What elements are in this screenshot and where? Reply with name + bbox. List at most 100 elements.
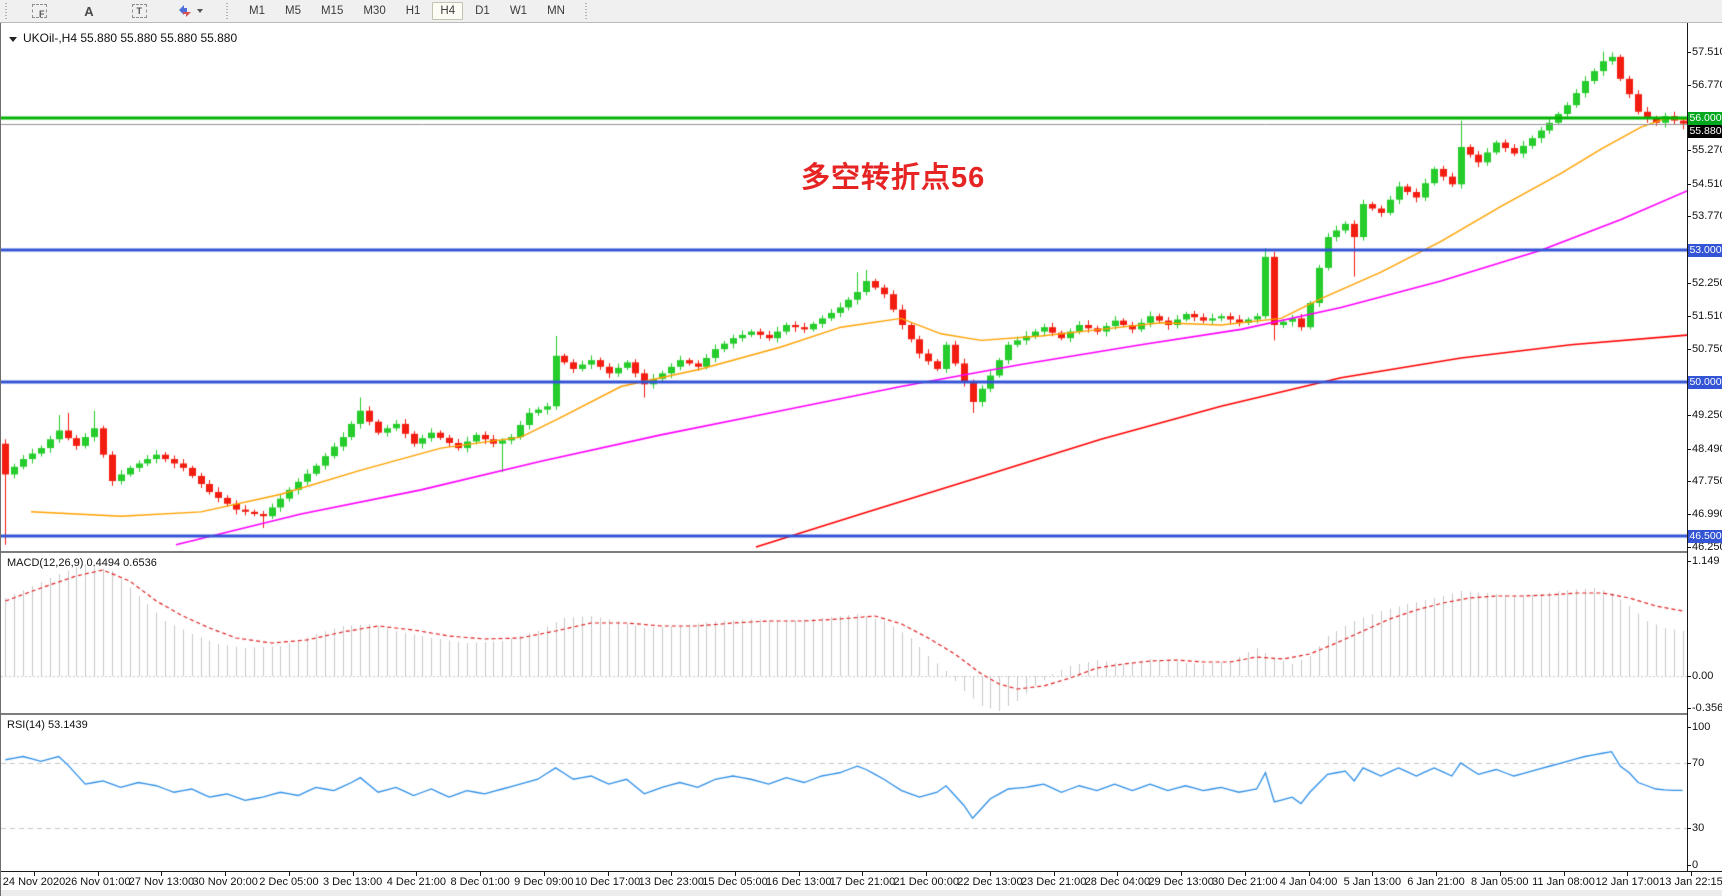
price-axis-label: 49.250 — [1692, 409, 1722, 422]
time-axis-label: 28 Dec 04:00 — [1084, 876, 1151, 888]
time-axis-label: 4 Dec 21:00 — [386, 876, 447, 888]
toolbar-grip[interactable] — [5, 3, 9, 19]
time-axis-tick — [735, 872, 736, 876]
price-axis-label: 1.149 — [1692, 555, 1720, 567]
arrows-icon — [179, 5, 191, 17]
price-axis-tick — [1687, 828, 1691, 829]
price-axis-tick — [1687, 85, 1691, 86]
time-axis-label: 5 Jan 13:00 — [1343, 876, 1402, 888]
arrow-tools-button[interactable] — [176, 1, 204, 22]
time-axis-tick — [416, 872, 417, 876]
time-axis-tick — [671, 872, 672, 876]
time-axis-tick — [544, 872, 545, 876]
symbol-dropdown-icon[interactable] — [9, 36, 17, 42]
time-axis-tick — [1181, 872, 1182, 876]
time-axis-label: 12 Jan 17:00 — [1595, 876, 1660, 888]
time-axis-tick — [799, 872, 800, 876]
price-axis-tick — [1687, 349, 1691, 350]
price-axis-tick — [1687, 184, 1691, 185]
time-axis-tick — [289, 872, 290, 876]
chart-annotation[interactable]: 多空转折点56 — [801, 162, 986, 194]
time-axis-label: 13 Dec 23:00 — [638, 876, 705, 888]
price-axis-tick — [1687, 216, 1691, 217]
price-axis-label: 57.510 — [1692, 46, 1722, 58]
price-tag-53.000: 53.000 — [1688, 243, 1722, 257]
timeframe-button-m15[interactable]: M15 — [320, 5, 344, 17]
time-axis-label: 21 Dec 00:00 — [893, 876, 959, 888]
time-axis-label: 30 Nov 20:00 — [192, 876, 258, 888]
toolbar: F A T M1 M5 M15 M30 H1 H4 D1 W1 MN — [0, 0, 1722, 23]
timeframe-button-m1[interactable]: M1 — [249, 5, 265, 17]
main-price-pane[interactable]: UKOil-,H4 55.880 55.880 55.880 55.880 多空… — [1, 24, 1687, 551]
price-axis-label: 52.250 — [1692, 277, 1722, 290]
timeframe-button-h4[interactable]: H4 — [432, 2, 464, 20]
f-tool-button[interactable]: F — [26, 1, 52, 22]
time-axis[interactable]: 24 Nov 2020 26 Nov 01:00 27 Nov 13:00 30 No… — [1, 871, 1722, 896]
price-tag-50.000: 50.000 — [1688, 375, 1722, 389]
macd-pane[interactable]: MACD(12,26,9) 0.4494 0.6536 — [1, 553, 1687, 713]
text-label-icon: A — [84, 3, 94, 19]
time-axis-tick — [926, 872, 927, 876]
price-axis-label: 50.750 — [1692, 343, 1722, 356]
price-axis-label: 46.990 — [1692, 508, 1722, 521]
price-axis-label: 30 — [1692, 822, 1705, 834]
timeframe-button-m5[interactable]: M5 — [284, 5, 301, 17]
price-axis-label: 0.00 — [1692, 670, 1714, 682]
rsi-label: RSI(14) 53.1439 — [7, 719, 88, 731]
dropdown-caret-icon[interactable] — [197, 9, 203, 13]
window-bottom-band — [1, 890, 1722, 896]
time-axis-tick — [608, 872, 609, 876]
time-axis-label: 9 Dec 09:00 — [514, 876, 574, 888]
time-axis-label: 22 Dec 13:00 — [957, 876, 1023, 888]
text-label-button[interactable]: A — [76, 1, 102, 22]
time-axis-tick — [990, 872, 991, 876]
time-axis-tick — [98, 872, 99, 876]
timeframe-button-d1[interactable]: D1 — [475, 5, 490, 17]
price-axis-tick — [1687, 763, 1691, 764]
toolbar-grip[interactable] — [226, 3, 230, 19]
time-axis-tick — [1691, 872, 1692, 876]
price-axis-label: 48.490 — [1692, 442, 1722, 455]
time-axis-tick — [353, 872, 354, 876]
price-axis-label: -0.3563 — [1692, 702, 1722, 714]
time-axis-label: 8 Dec 01:00 — [450, 876, 510, 888]
time-axis-tick — [480, 872, 481, 876]
price-axis-label: 100 — [1692, 721, 1711, 733]
time-axis-label: 13 Jan 22:15 — [1659, 876, 1722, 888]
timeframe-button-w1[interactable]: W1 — [509, 5, 528, 17]
price-tag-46.500: 46.500 — [1688, 529, 1722, 543]
macd-canvas[interactable] — [1, 553, 1687, 713]
time-axis-tick — [1054, 872, 1055, 876]
time-axis-label: 23 Dec 21:00 — [1020, 876, 1087, 888]
price-axis-label: 56.770 — [1692, 78, 1722, 91]
timeframe-button-m30[interactable]: M30 — [363, 5, 386, 17]
toolbar-grip[interactable] — [584, 3, 589, 19]
price-axis-tick — [1687, 865, 1691, 866]
price-axis-tick — [1687, 415, 1691, 416]
time-axis-tick — [1117, 872, 1118, 876]
time-axis-tick — [1436, 872, 1437, 876]
pane-separator[interactable] — [1, 551, 1722, 553]
price-axis-tick — [1687, 547, 1691, 548]
price-axis-label: 46.250 — [1692, 540, 1722, 553]
price-axis-tick — [1687, 514, 1691, 515]
price-axis-label: 0 — [1692, 859, 1699, 871]
main-chart-canvas[interactable] — [1, 24, 1687, 551]
rsi-pane[interactable]: RSI(14) 53.1439 — [1, 715, 1687, 871]
timeframe-button-h1[interactable]: H1 — [405, 5, 421, 17]
price-axis-tick — [1687, 561, 1691, 562]
time-axis-label: 2 Dec 05:00 — [259, 876, 319, 888]
time-axis-label: 3 Dec 13:00 — [322, 876, 383, 888]
time-axis-tick — [1564, 872, 1565, 876]
time-axis-tick — [1372, 872, 1373, 876]
price-tag-56.000: 56.000 — [1688, 111, 1722, 125]
time-axis-label: 8 Jan 05:00 — [1471, 876, 1529, 888]
rsi-canvas[interactable] — [1, 715, 1687, 871]
price-axis-label: 55.270 — [1692, 144, 1722, 157]
text-box-button[interactable]: T — [126, 1, 152, 22]
timeframe-button-mn[interactable]: MN — [547, 5, 565, 17]
price-axis[interactable] — [1687, 23, 1722, 871]
pane-separator[interactable] — [1, 713, 1722, 715]
time-axis-tick — [225, 872, 226, 876]
time-axis-label: 30 Dec 21:00 — [1212, 876, 1278, 888]
